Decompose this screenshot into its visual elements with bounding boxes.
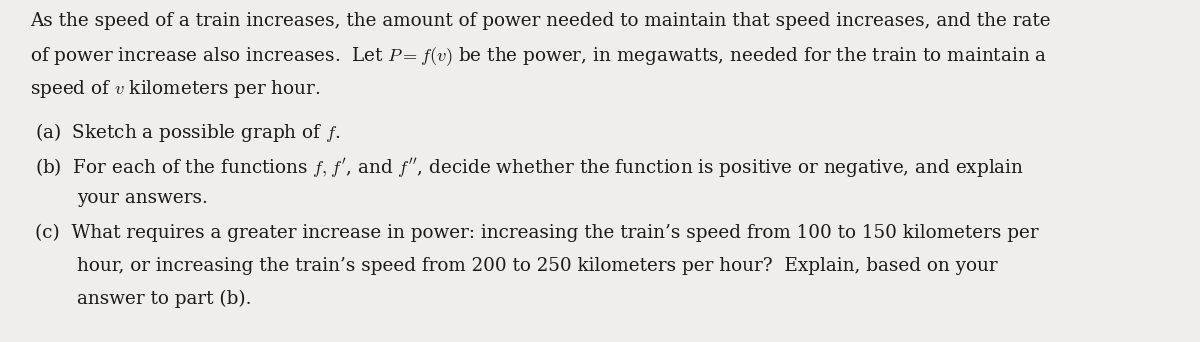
Text: (c)  What requires a greater increase in power: increasing the train’s speed fro: (c) What requires a greater increase in …: [35, 224, 1039, 242]
Text: answer to part (b).: answer to part (b).: [77, 290, 252, 308]
Text: (b)  For each of the functions $f, f'$, and $f''$, decide whether the function i: (b) For each of the functions $f, f'$, a…: [35, 156, 1024, 179]
Text: speed of $v$ kilometers per hour.: speed of $v$ kilometers per hour.: [30, 78, 320, 100]
Text: of power increase also increases.  Let $P = f(v)$ be the power, in megawatts, ne: of power increase also increases. Let $P…: [30, 45, 1048, 68]
Text: (a)  Sketch a possible graph of $f$.: (a) Sketch a possible graph of $f$.: [35, 121, 341, 144]
Text: hour, or increasing the train’s speed from 200 to 250 kilometers per hour?  Expl: hour, or increasing the train’s speed fr…: [77, 257, 997, 275]
Text: As the speed of a train increases, the amount of power needed to maintain that s: As the speed of a train increases, the a…: [30, 12, 1051, 30]
Text: your answers.: your answers.: [77, 189, 208, 207]
